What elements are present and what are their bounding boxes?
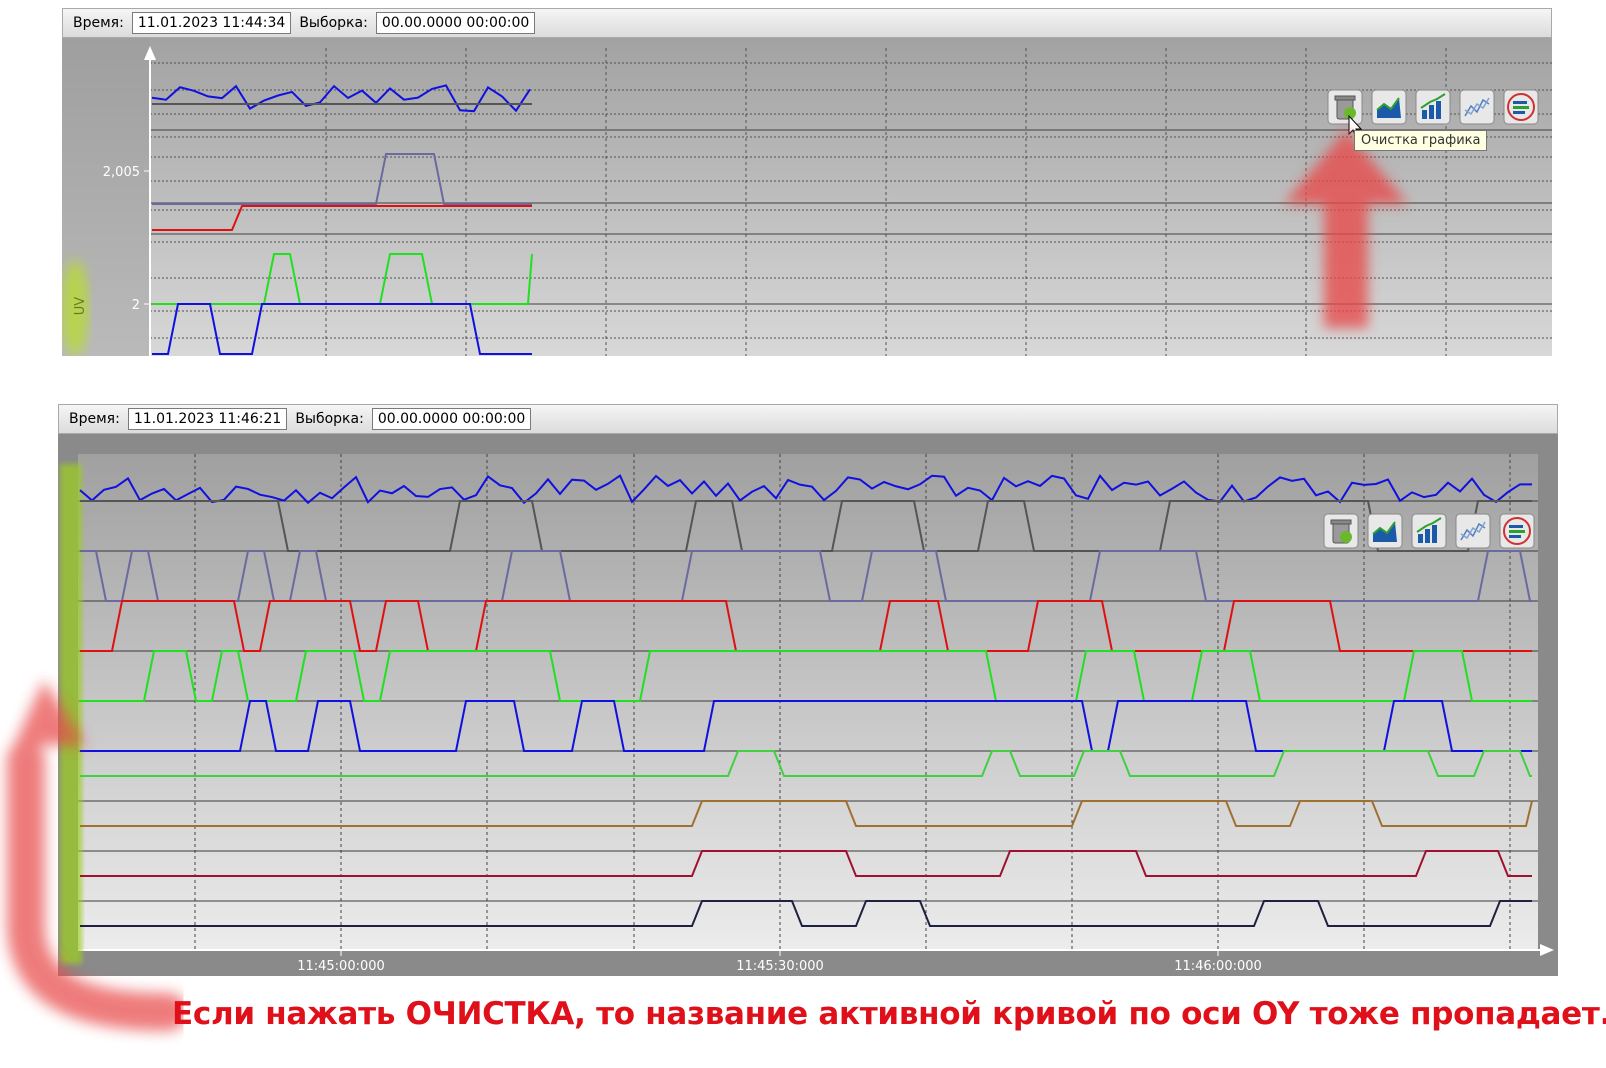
bar-chart-icon[interactable]: [1411, 513, 1447, 549]
y-axis-name: UV: [73, 297, 88, 316]
annotation-text: Если нажать ОЧИСТКА, то название активно…: [172, 996, 1606, 1032]
area-chart-icon[interactable]: [1367, 513, 1403, 549]
x-tick-label: 11:45:30:000: [736, 959, 824, 974]
series-line: [152, 153, 532, 205]
bottom-chart-toolbar: [1323, 513, 1535, 549]
time-field[interactable]: 11.01.2023 11:44:34: [131, 12, 292, 34]
bottom-series-lines: [79, 474, 1533, 927]
series-line: [152, 303, 532, 355]
top-plot-area[interactable]: 2,005 2 UV: [61, 38, 1552, 356]
y-tick-2: 2: [132, 298, 140, 313]
red-arrow-up-icon: [1284, 130, 1408, 328]
bar-chart-icon[interactable]: [1415, 89, 1451, 125]
line-chart-icon[interactable]: [1455, 513, 1491, 549]
clear-chart-icon[interactable]: [1327, 89, 1363, 125]
series-line: [80, 600, 1532, 652]
sample-label: Выборка:: [295, 411, 364, 427]
line-chart-icon[interactable]: [1459, 89, 1495, 125]
top-chart-toolbar: [1327, 89, 1539, 125]
series-line: [80, 700, 1532, 752]
top-toolbar: Время: 11.01.2023 11:44:34 Выборка: 00.0…: [62, 8, 1552, 38]
stacked-chart-icon[interactable]: [1503, 89, 1539, 125]
y-tick-2005: 2,005: [103, 165, 140, 180]
series-line: [80, 800, 1533, 827]
stacked-chart-icon[interactable]: [1499, 513, 1535, 549]
series-line: [80, 500, 1532, 552]
sample-field[interactable]: 00.00.0000 00:00:00: [375, 12, 536, 34]
sample-label: Выборка:: [299, 15, 368, 31]
clear-chart-tooltip: Очистка графика: [1354, 130, 1488, 151]
bottom-toolbar: Время: 11.01.2023 11:46:21 Выборка: 00.0…: [58, 404, 1558, 434]
time-label: Время:: [73, 15, 124, 31]
x-tick-label: 11:45:00:000: [297, 959, 385, 974]
time-field[interactable]: 11.01.2023 11:46:21: [127, 408, 288, 430]
series-line: [80, 900, 1532, 927]
area-chart-icon[interactable]: [1371, 89, 1407, 125]
sample-field[interactable]: 00.00.0000 00:00:00: [371, 408, 532, 430]
series-line: [80, 750, 1532, 777]
series-line: [152, 205, 532, 231]
x-tick-label: 11:46:00:000: [1174, 959, 1262, 974]
time-label: Время:: [69, 411, 120, 427]
bottom-chart-window: Время: 11.01.2023 11:46:21 Выборка: 00.0…: [58, 404, 1558, 976]
y-axis-highlight: [60, 464, 82, 964]
series-line: [79, 474, 1533, 505]
series-line: [151, 84, 531, 113]
series-line: [80, 850, 1532, 877]
bottom-plot-area[interactable]: 11:45:00:000 11:45:30:000 11:46:00:000: [58, 434, 1558, 976]
top-series-lines: [151, 84, 533, 355]
clear-chart-icon[interactable]: [1323, 513, 1359, 549]
top-chart-window: Время: 11.01.2023 11:44:34 Выборка: 00.0…: [61, 8, 1552, 356]
